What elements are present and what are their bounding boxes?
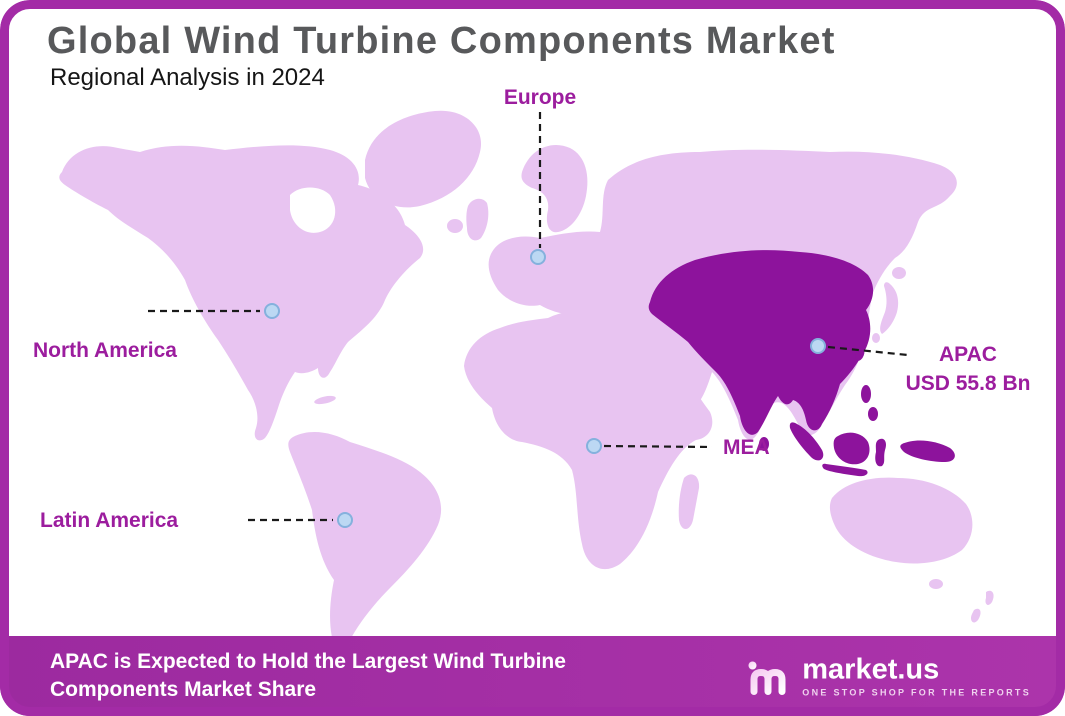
bottom-banner: APAC is Expected to Hold the Largest Win… [0,636,1065,716]
map-region-new-guinea [900,440,955,462]
map-region-tasmania [929,579,943,589]
map-region-north-america [59,145,424,441]
map-region-sulawesi [875,438,887,467]
map-region-philippines-north [861,385,871,403]
map-region-sumatra [789,422,824,461]
region-label-north-america: North America [33,339,177,362]
market-us-icon [748,661,786,695]
marker-mea [586,438,602,454]
marker-apac [810,338,826,354]
map-region-madagascar [678,474,700,529]
marker-europe [530,249,546,265]
leader-apac [827,345,909,357]
banner-text: APAC is Expected to Hold the Largest Win… [50,649,566,701]
map-region-nz-south [970,608,981,623]
leader-mea [603,444,713,449]
logo-tagline: ONE STOP SHOP FOR THE REPORTS [802,687,1031,698]
page-subtitle: Regional Analysis in 2024 [50,64,325,91]
region-label-latin-america: Latin America [40,509,179,532]
map-region-nz-north [985,590,994,605]
map-region-java [822,463,868,477]
map-region-ireland [447,219,463,233]
map-region-sri-lanka [759,437,769,451]
map-region-philippines-south [868,407,878,421]
map-region-iceland [425,158,451,172]
region-label-mea: MEA [723,436,770,459]
map-region-kyushu [872,333,880,343]
apac-label: APAC [939,343,997,366]
region-label-europe: Europe [503,86,577,109]
map-region-uk [466,198,489,241]
marker-north-america [264,303,280,319]
map-region-greenland [365,110,482,208]
map-region-hokkaido [892,267,906,279]
map-region-scandinavia [521,145,588,233]
brand-logo: market.us ONE STOP SHOP FOR THE REPORTS [746,655,1031,698]
logo-text-block: market.us ONE STOP SHOP FOR THE REPORTS [802,655,1031,698]
apac-value: USD 55.8 Bn [905,372,1031,395]
map-region-cuba [314,395,336,405]
map-region-apac [648,250,874,435]
map-region-africa [464,309,713,570]
map-hudson-bay [290,187,336,233]
region-label-apac: APAC USD 55.8 Bn [888,340,1048,398]
map-region-borneo [833,432,870,465]
marker-latin-america [337,512,353,528]
page-title: Global Wind Turbine Components Market [47,20,836,62]
map-region-south-america [288,431,442,649]
map-region-japan [880,282,899,334]
map-region-australia [829,477,973,564]
logo-name: market.us [802,653,940,686]
